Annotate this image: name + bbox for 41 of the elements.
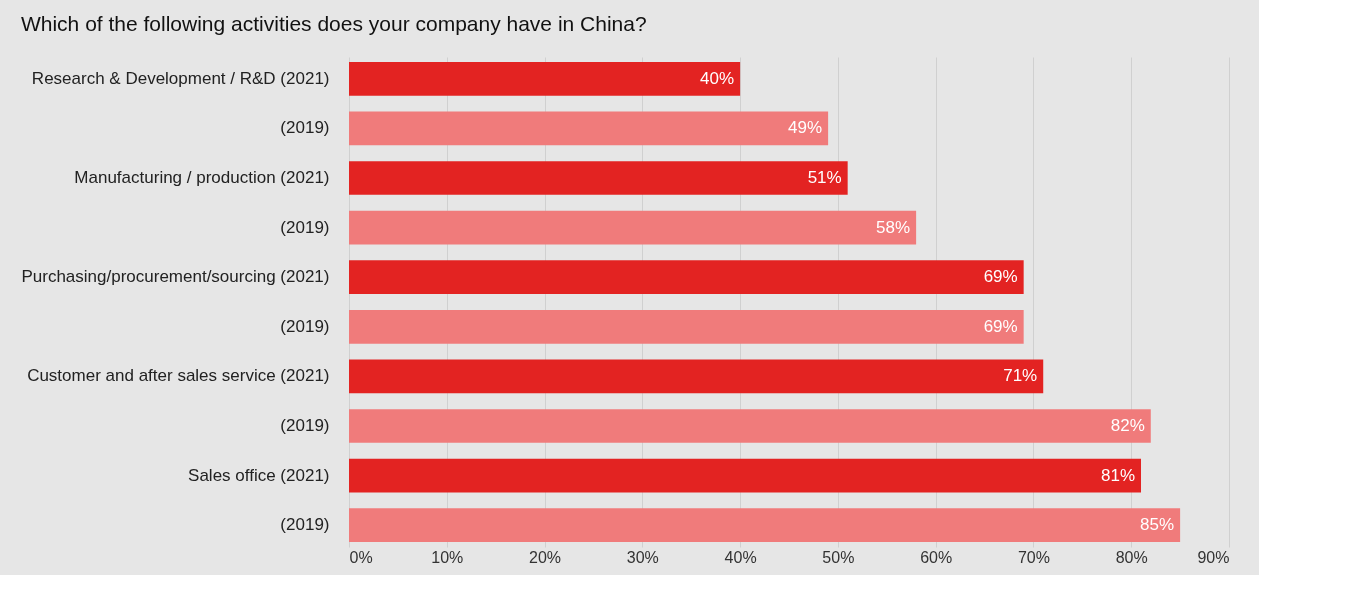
bar (349, 260, 1024, 295)
data-label: 40% (700, 68, 735, 88)
x-tick-label: 20% (529, 548, 562, 566)
bar (349, 210, 917, 245)
x-tick-label: 50% (822, 548, 855, 566)
data-label: 58% (876, 217, 911, 237)
bar (349, 309, 1024, 344)
data-label: 51% (807, 168, 842, 188)
x-tick-label: 80% (1115, 548, 1148, 566)
y-tick-label: Customer and after sales service (2021) (27, 366, 330, 386)
x-tick-label: 60% (920, 548, 953, 566)
bar (349, 61, 741, 96)
data-label: 81% (1100, 465, 1135, 485)
bar (349, 111, 829, 146)
x-tick-label: 90% (1197, 548, 1230, 566)
x-tick-label: 30% (626, 548, 659, 566)
data-label: 71% (1003, 366, 1038, 386)
bar (349, 161, 848, 195)
x-tick-label: 40% (724, 548, 757, 566)
x-tick-label: 70% (1017, 548, 1050, 566)
data-label: 69% (983, 267, 1018, 287)
bar (349, 458, 1141, 493)
y-tick-label: (2019) (280, 118, 330, 138)
y-tick-label: Purchasing/procurement/sourcing (2021) (21, 267, 330, 287)
y-tick-label: Sales office (2021) (188, 465, 330, 485)
bar (349, 409, 1151, 443)
y-tick-label: (2019) (280, 515, 330, 535)
y-tick-label: (2019) (280, 217, 330, 237)
x-tick-label: 10% (431, 548, 464, 566)
y-tick-label: (2019) (280, 415, 330, 435)
data-label: 69% (983, 316, 1018, 336)
data-label: 85% (1140, 515, 1175, 535)
data-label: 49% (788, 118, 823, 138)
x-tick-label: 0% (349, 548, 373, 566)
y-tick-label: Research & Development / R&D (2021) (31, 68, 330, 88)
bar (349, 359, 1044, 394)
y-tick-label: Manufacturing / production (2021) (74, 168, 330, 188)
bar (349, 508, 1181, 543)
chart-title: Which of the following activities does your company have in China? (20, 12, 647, 35)
y-tick-label: (2019) (280, 316, 330, 336)
data-label: 82% (1110, 415, 1145, 435)
